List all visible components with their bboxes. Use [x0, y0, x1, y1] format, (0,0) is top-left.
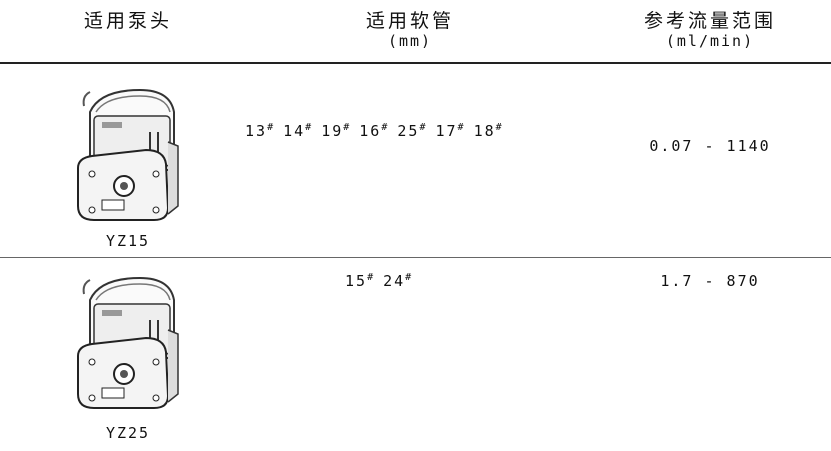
tube-size: 14: [283, 122, 306, 140]
tube-mark: #: [405, 272, 414, 283]
pump-label: YZ15: [105, 232, 151, 250]
tube-mark: #: [267, 122, 276, 133]
tube-mark: #: [457, 122, 466, 133]
tube: 15#: [345, 272, 375, 290]
tube-size: 16: [359, 122, 382, 140]
tube: 14#: [283, 122, 313, 140]
tube-mark: #: [419, 122, 428, 133]
header-flow: 参考流量范围: [643, 10, 776, 32]
tube: 24#: [383, 272, 413, 290]
header-rule: [0, 62, 831, 64]
header-tube: 适用软管: [365, 10, 454, 32]
header-tube-unit: (mm): [387, 32, 433, 50]
tube-list: 15# 24#: [345, 272, 421, 290]
tube-mark: #: [343, 122, 352, 133]
flow-range: 1.7 - 870: [660, 272, 760, 290]
tube: 25#: [397, 122, 427, 140]
pump-image: [68, 270, 188, 420]
tube-mark: #: [367, 272, 376, 283]
row-rule: [0, 257, 831, 258]
tube: 19#: [321, 122, 351, 140]
flow-range: 0.07 - 1140: [649, 137, 771, 155]
tube: 16#: [359, 122, 389, 140]
header-flow-unit: (ml/min): [665, 32, 755, 50]
tube-mark: #: [381, 122, 390, 133]
pump-label: YZ25: [105, 424, 151, 442]
tube-size: 17: [435, 122, 458, 140]
tube: 13#: [245, 122, 275, 140]
tube-size: 18: [473, 122, 496, 140]
tube: 18#: [474, 122, 504, 140]
tube-mark: #: [495, 122, 504, 133]
header-pump: 适用泵头: [83, 10, 172, 32]
tube-size: 25: [397, 122, 420, 140]
tube-size: 15: [345, 272, 368, 290]
tube-size: 13: [245, 122, 268, 140]
tube-mark: #: [305, 122, 314, 133]
tube-size: 24: [383, 272, 406, 290]
tube-list: 13# 14# 19# 16# 25# 17# 18#: [245, 122, 512, 140]
tube: 17#: [435, 122, 465, 140]
tube-size: 19: [321, 122, 344, 140]
pump-image: [68, 82, 188, 232]
